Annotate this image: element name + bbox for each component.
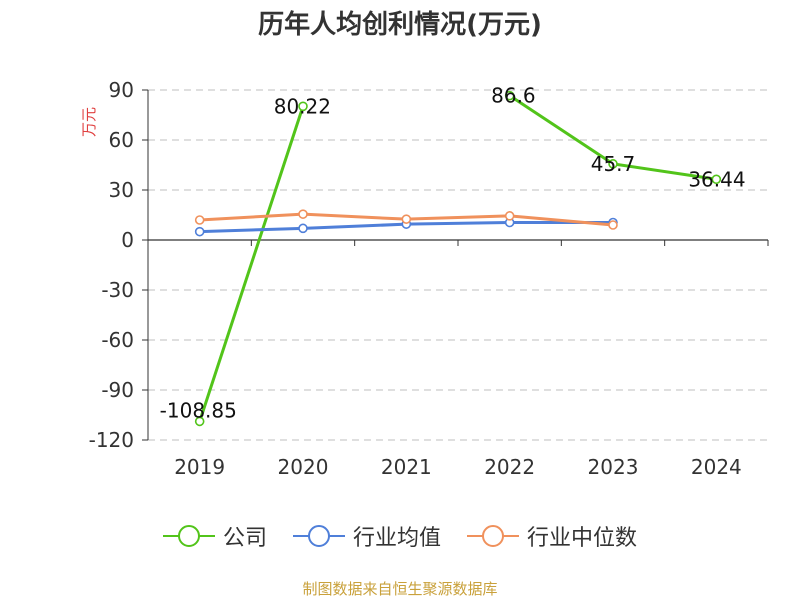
- point-2-2020: [298, 209, 308, 219]
- point-1-2019: [194, 226, 205, 237]
- source-note: 制图数据来自恒生聚源数据库: [302, 580, 498, 598]
- legend-item-company[interactable]: 公司: [162, 520, 267, 552]
- grid-lines: [148, 89, 768, 441]
- y-tick-label: -30: [101, 278, 134, 302]
- legend: 公司 行业均值 行业中位数: [0, 520, 800, 552]
- point-2-2019: [194, 215, 205, 225]
- legend-item-industry-median[interactable]: 行业中位数: [467, 520, 637, 552]
- x-tick-label-2019: 2019: [174, 455, 225, 479]
- point-2-2023: [608, 220, 618, 230]
- legend-marker-company: [162, 525, 215, 547]
- legend-label-company: 公司: [222, 526, 267, 551]
- data-label-2024: 36.44: [688, 167, 745, 191]
- data-label-2023: 45.7: [591, 152, 636, 176]
- legend-label-industry-median: 行业中位数: [527, 526, 638, 551]
- legend-label-industry-mean: 行业均值: [352, 526, 441, 551]
- x-tick-label-2024: 2024: [691, 455, 742, 479]
- x-tick-label-2022: 2022: [484, 455, 535, 479]
- x-tick-label-2021: 2021: [381, 455, 432, 479]
- series-line-0: [198, 105, 305, 422]
- y-tick-label: -90: [101, 378, 134, 402]
- point-0-2024: [711, 174, 722, 185]
- point-0-2022: [504, 90, 515, 101]
- point-2-2022: [504, 211, 515, 221]
- point-0-2019: [194, 416, 205, 427]
- series-0: [194, 90, 722, 427]
- y-tick-label: 30: [109, 178, 134, 202]
- legend-marker-industry-mean: [292, 525, 345, 547]
- point-0-2020: [298, 101, 308, 112]
- y-tick-label: 60: [109, 128, 134, 152]
- data-label-2022: 86.6: [491, 84, 536, 108]
- point-2-2021: [401, 214, 412, 224]
- point-0-2023: [608, 159, 618, 169]
- legend-marker-industry-median: [467, 525, 519, 547]
- series-lines: [194, 90, 722, 427]
- data-label-2020: 80.22: [274, 94, 331, 118]
- chart-title: 历年人均创利情况(万元): [258, 10, 542, 40]
- axes: 90 60 30 0 -30 -60 -90 -120 2019 2020 2021 2022 2023…: [89, 78, 769, 479]
- data-label-2019: -108.85: [160, 398, 237, 422]
- y-axis-unit-label: 万元: [80, 107, 98, 137]
- x-tick-label-2020: 2020: [278, 455, 329, 479]
- series-2: [194, 209, 618, 230]
- point-1-2020: [298, 223, 308, 234]
- legend-item-industry-mean[interactable]: 行业均值: [292, 520, 441, 552]
- y-tick-label: -60: [101, 328, 134, 352]
- x-tick-label-2023: 2023: [588, 455, 639, 479]
- y-tick-label: 0: [121, 228, 134, 252]
- data-labels: -108.85 80.22 86.6 45.7 36.44: [160, 84, 746, 423]
- y-tick-label: -120: [89, 428, 134, 452]
- y-tick-label: 90: [109, 78, 134, 102]
